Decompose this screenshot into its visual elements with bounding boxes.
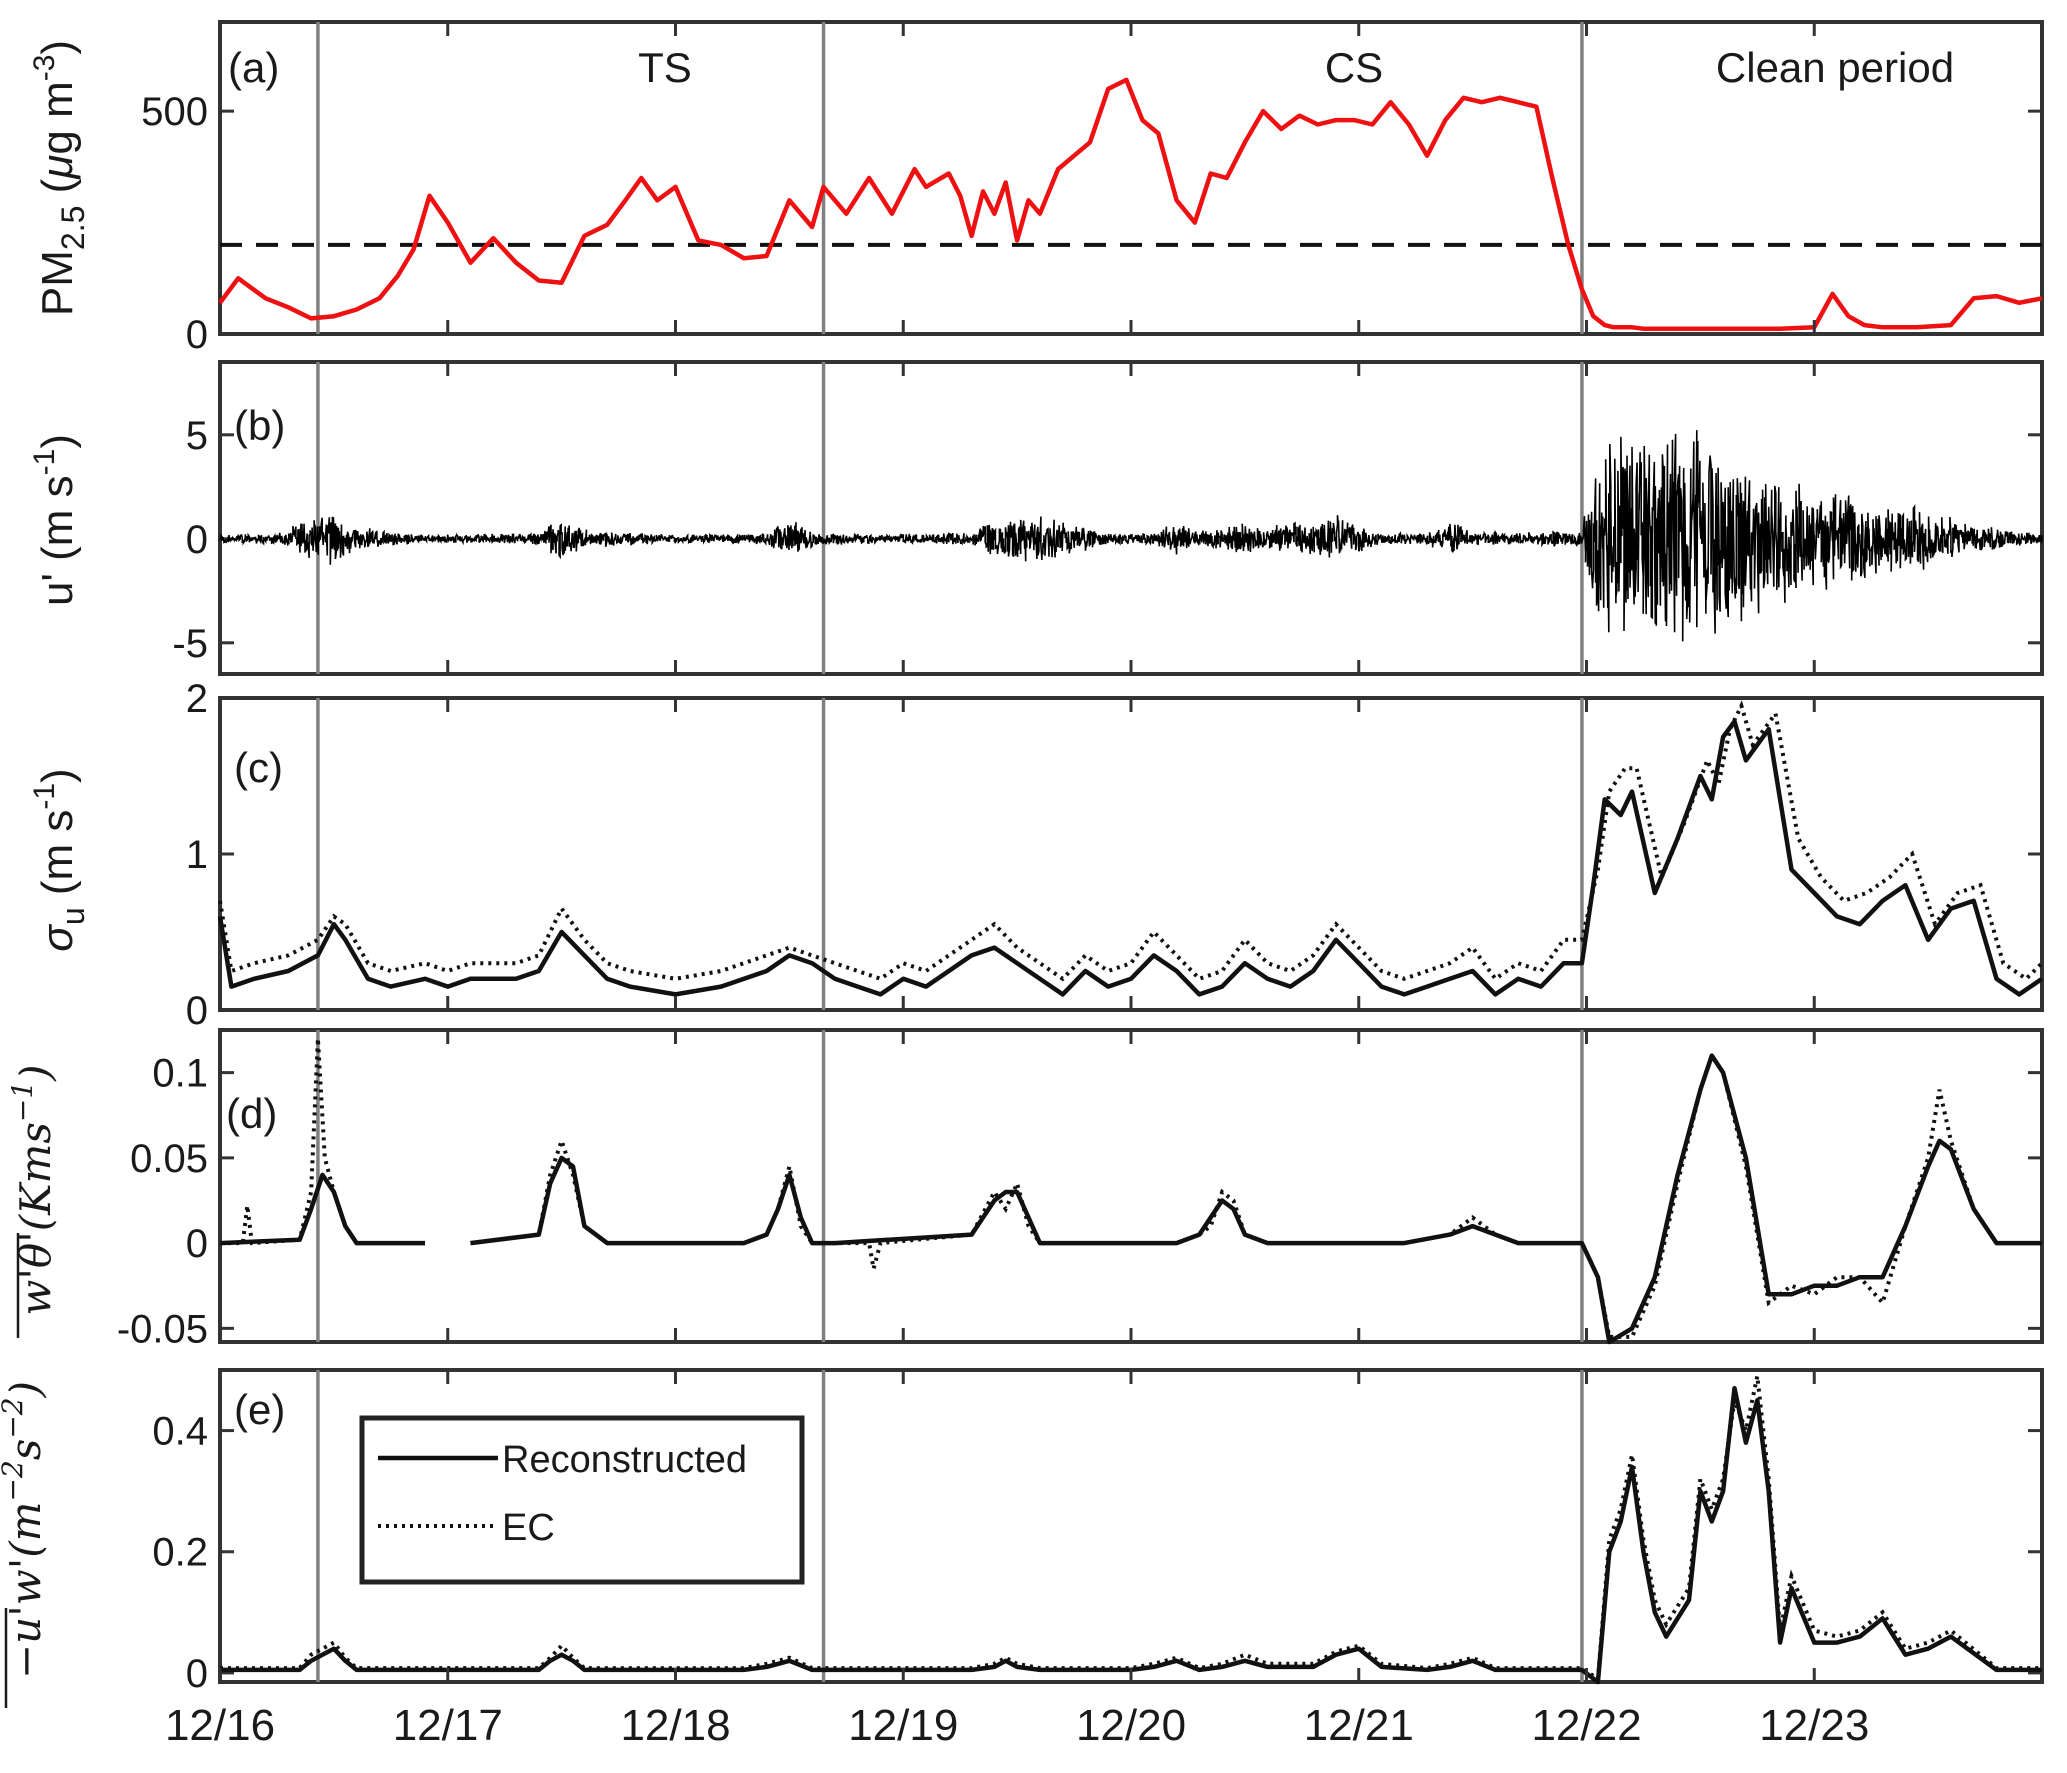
panel-c-ylabel-unit: (m s	[33, 810, 82, 908]
panel-a-ylabel-unit-start: (	[33, 178, 82, 205]
panel-c-yticks: 0 1 2	[186, 677, 2042, 1033]
panel-d-tag: (d)	[226, 1090, 277, 1137]
heat-flux-reconstructed-line	[219, 1053, 2042, 1345]
panel-a-ylabel-sub: 2.5	[55, 206, 91, 250]
panel-a-ylabel-mu: μ	[33, 155, 82, 180]
panel-e-ytick-label: 0.4	[152, 1410, 208, 1454]
panel-b-tag: (b)	[234, 402, 285, 449]
legend-box	[359, 1415, 805, 1585]
panel-e-yticks: 0 0.2 0.4	[152, 1410, 2042, 1696]
panel-b-dividers	[316, 362, 1584, 674]
panel-d-ylabel-main: w'θ'	[11, 1231, 60, 1315]
legend-reconstructed-label: Reconstructed	[502, 1439, 747, 1481]
xtick-label: 12/19	[848, 1701, 958, 1750]
panel-b-yticks: -5 0 5	[172, 414, 2042, 666]
panel-d-dividers	[316, 1030, 1584, 1342]
panel-e-ylabel-mid: s	[1, 1439, 50, 1461]
panel-d-ytick-label: 0	[186, 1222, 208, 1266]
period-label-cs: CS	[1325, 44, 1383, 91]
panel-a: (a) 0 500 TS CS Clean period PM2.5 (μg m-…	[28, 20, 2044, 357]
panel-a-ylabel-close: )	[33, 40, 82, 55]
panel-c-ylabel-sub: u	[55, 907, 91, 925]
panel-e-ylabel-main: −u'w'	[1, 1558, 50, 1679]
sigma-u-ec-line	[218, 700, 2044, 982]
panel-e-ylabel-close: )	[1, 1381, 50, 1398]
xtick-label: 12/16	[165, 1701, 275, 1750]
panel-d-ytick-label: -0.05	[117, 1307, 208, 1351]
panel-c-ytick-label: 2	[186, 677, 208, 721]
xtick-label: 12/17	[393, 1701, 503, 1750]
panel-a-ylabel-unit-mid: g m	[33, 81, 82, 154]
panel-c-frame	[218, 696, 2044, 1012]
panel-c-ylabel-close: )	[33, 768, 82, 783]
panel-e: (e) 00.20.4 Reconstructed EC −u'w'(m−2s−…	[0, 1368, 2044, 1708]
x-axis: 12/16 12/17 12/18 12/19 12/20 12/21 12/22 12/23	[165, 22, 1869, 1750]
panel-b-ytick-label: 0	[186, 518, 208, 562]
panel-e-dividers	[316, 1370, 1584, 1682]
panel-e-ylabel-exp2: −2	[0, 1397, 29, 1438]
xtick-label: 12/20	[1076, 1701, 1186, 1750]
sigma-u-reconstructed-line	[217, 719, 2044, 997]
xtick-label: 12/21	[1304, 1701, 1414, 1750]
period-label-clean: Clean period	[1716, 44, 1954, 91]
panel-a-ylabel: PM2.5 (μg m-3)	[28, 40, 91, 316]
panel-d-yticks: -0.05 0 0.05 0.1	[117, 1052, 2042, 1351]
panel-a-ytick-label: 500	[141, 90, 208, 134]
panel-b-ytick-label: 5	[186, 414, 208, 458]
period-label-ts: TS	[638, 44, 692, 91]
panel-b-ylabel-main: u' (m s	[33, 475, 82, 606]
panel-a-ylabel-main: PM	[33, 250, 82, 316]
panel-c-tag: (c)	[234, 744, 283, 791]
panel-a-ytick-label: 0	[186, 313, 208, 357]
panel-a-tag: (a)	[228, 44, 279, 91]
panel-b: -5 0 5 (b) u' (m s-1)	[28, 360, 2044, 676]
panel-a-ylabel-exp: -3	[28, 55, 61, 82]
xtick-label: 12/18	[620, 1701, 730, 1750]
panel-b-ylabel: u' (m s-1)	[28, 434, 82, 606]
panel-b-ylabel-close: )	[33, 434, 82, 449]
panel-c: (c) 0 1 2 σu (m s-1)	[28, 677, 2044, 1033]
panel-c-ylabel-exp: -1	[28, 783, 61, 810]
panel-d-ytick-label: 0.1	[152, 1052, 208, 1096]
panel-d-ylabel-exp: −1	[6, 1081, 39, 1122]
panel-c-ylabel: σu (m s-1)	[28, 768, 91, 951]
panel-d-ylabel-close: )	[11, 1064, 60, 1081]
xtick-label: 12/23	[1759, 1701, 1869, 1750]
panel-b-ylabel-exp: -1	[28, 449, 61, 476]
panel-e-tag: (e)	[234, 1386, 285, 1433]
panel-d-ylabel-unit: (Kms	[11, 1122, 60, 1231]
panel-a-yticks: 0 500	[141, 90, 2042, 357]
xtick-label: 12/22	[1531, 1701, 1641, 1750]
panel-e-ylabel-unit: (m	[1, 1502, 50, 1558]
panel-d-ylabel: w'θ'(Kms−1)	[6, 1064, 60, 1315]
panel-d-ytick-label: 0.05	[130, 1137, 208, 1181]
panel-c-dividers	[316, 698, 1584, 1010]
legend-ec-label: EC	[502, 1507, 555, 1549]
panel-e-ylabel: −u'w'(m−2s−2)	[0, 1381, 50, 1679]
panel-e-ylabel-exp1: −2	[0, 1460, 29, 1501]
u-prime-series	[219, 430, 2043, 642]
panel-c-ytick-label: 0	[186, 989, 208, 1033]
momentum-flux-ec-line	[220, 1375, 2042, 1683]
pm25-series-line	[218, 77, 2043, 331]
panel-c-ylabel-sigma: σ	[33, 924, 82, 952]
panel-c-ytick-label: 1	[186, 833, 208, 877]
panel-d: (d) -0.05 0 0.05 0.1 w'θ'(Kms−1)	[6, 1028, 2044, 1351]
panel-b-ytick-label: -5	[172, 622, 208, 666]
legend: Reconstructed EC	[359, 1415, 805, 1585]
momentum-flux-reconstructed-line	[220, 1385, 2042, 1685]
panel-e-ytick-label: 0	[186, 1652, 208, 1696]
panel-e-ytick-label: 0.2	[152, 1531, 208, 1575]
